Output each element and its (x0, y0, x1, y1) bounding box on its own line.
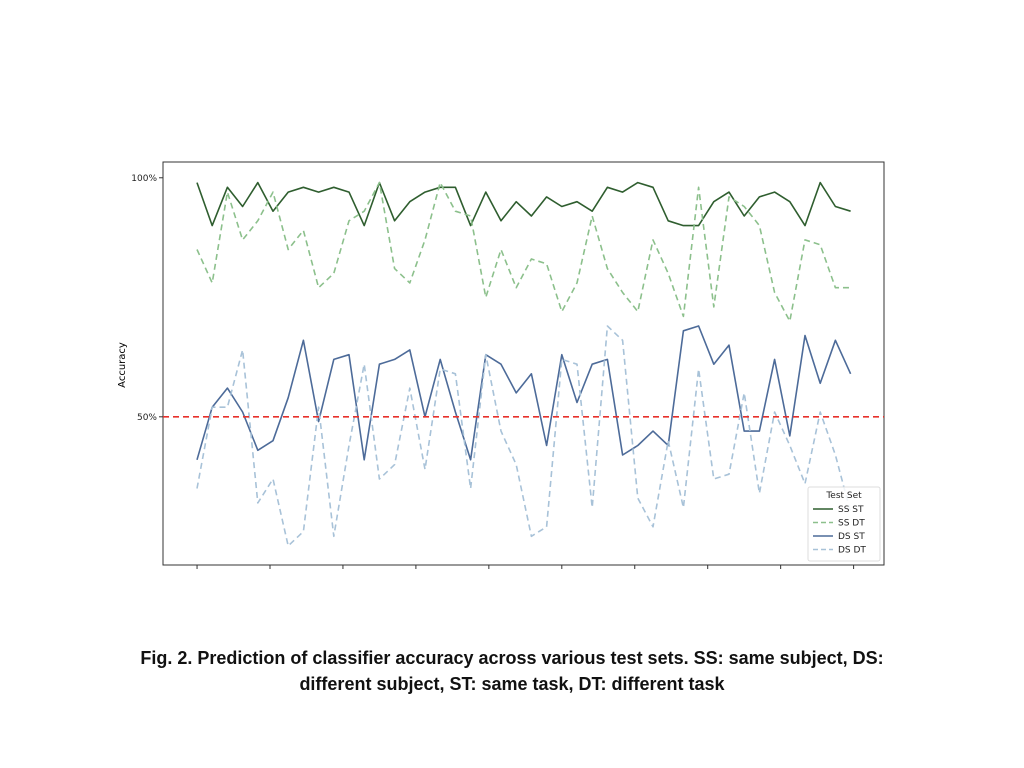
y-tick-label: 100% (131, 174, 157, 184)
series-line (196, 325, 852, 461)
series-line (196, 325, 852, 547)
legend-title: Test Set (825, 491, 862, 501)
chart: Accuracy 50% 100% Test Set SS ST SS DT DS ST D… (117, 161, 885, 569)
caption-line: different subject, ST: same task, DT: di… (299, 674, 725, 694)
series-line (196, 181, 851, 322)
legend-label: SS DT (838, 519, 865, 529)
series-line (196, 181, 851, 227)
legend-label: DS DT (838, 546, 866, 556)
legend-label: SS ST (838, 505, 864, 515)
caption-line: Fig. 2. Prediction of classifier accurac… (140, 648, 884, 668)
y-axis-label: Accuracy (117, 342, 128, 388)
y-tick-label: 50% (137, 413, 157, 423)
legend-box (807, 486, 881, 562)
legend-label: DS ST (838, 532, 865, 542)
plot-frame (162, 161, 885, 566)
